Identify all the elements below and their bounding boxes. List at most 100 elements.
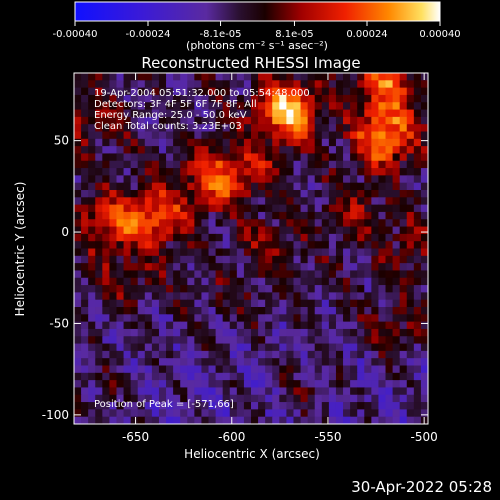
heatmap-cell	[307, 219, 316, 228]
heatmap-cell	[158, 80, 167, 89]
heatmap-cell	[378, 153, 387, 162]
heatmap-cell	[293, 336, 302, 345]
heatmap-cell	[208, 321, 217, 330]
heatmap-cell	[208, 190, 217, 198]
heatmap-cell	[144, 138, 153, 147]
heatmap-cell	[158, 307, 167, 315]
heatmap-cell	[357, 321, 365, 330]
heatmap-cell	[251, 211, 259, 220]
heatmap-cell	[314, 146, 323, 155]
heatmap-cell	[272, 190, 280, 198]
heatmap-cell	[350, 307, 358, 315]
heatmap-cell	[81, 365, 89, 374]
heatmap-cell	[378, 94, 387, 103]
heatmap-cell	[215, 387, 224, 396]
heatmap-cell	[180, 270, 188, 279]
heatmap-cell	[378, 277, 387, 286]
heatmap-cell	[371, 102, 380, 111]
heatmap-cell	[364, 153, 372, 162]
heatmap-cell	[88, 285, 96, 293]
heatmap-cell	[357, 394, 365, 403]
heatmap-cell	[286, 211, 295, 220]
heatmap-cell	[406, 358, 415, 367]
heatmap-cell	[88, 146, 96, 155]
heatmap-cell	[208, 197, 217, 206]
heatmap-cell	[392, 94, 401, 103]
heatmap-cell	[406, 233, 415, 242]
heatmap-cell	[236, 73, 245, 81]
heatmap-cell	[335, 94, 344, 103]
heatmap-cell	[300, 307, 309, 315]
heatmap-cell	[300, 182, 309, 191]
heatmap-cell	[173, 138, 181, 147]
heatmap-cell	[378, 380, 387, 389]
heatmap-cell	[215, 211, 224, 220]
heatmap-cell	[286, 190, 295, 198]
heatmap-cell	[123, 365, 132, 374]
heatmap-cell	[236, 299, 245, 308]
heatmap-cell	[187, 328, 195, 337]
heatmap-cell	[109, 146, 118, 155]
heatmap-cell	[343, 409, 351, 418]
heatmap-cell	[243, 292, 252, 301]
heatmap-cell	[201, 211, 210, 220]
heatmap-cell	[215, 328, 224, 337]
heatmap-cell	[173, 270, 181, 279]
heatmap-cell	[208, 160, 217, 169]
heatmap-cell	[151, 248, 160, 257]
heatmap-cell	[371, 292, 380, 301]
heatmap-cell	[265, 314, 273, 323]
heatmap-cell	[399, 336, 408, 345]
heatmap-cell	[350, 190, 358, 198]
heatmap-cell	[151, 204, 160, 213]
heatmap-cell	[265, 241, 273, 250]
heatmap-cell	[95, 285, 103, 293]
heatmap-cell	[406, 387, 415, 396]
heatmap-cell	[364, 94, 372, 103]
heatmap-cell	[300, 102, 309, 111]
heatmap-cell	[307, 387, 316, 396]
heatmap-cell	[307, 343, 316, 352]
heatmap-cell	[88, 80, 96, 89]
heatmap-cell	[109, 168, 118, 176]
heatmap-cell	[343, 160, 351, 169]
heatmap-cell	[307, 394, 316, 403]
heatmap-cell	[123, 307, 132, 315]
heatmap-cell	[350, 109, 358, 118]
heatmap-cell	[109, 387, 118, 396]
heatmap-cell	[300, 285, 309, 293]
heatmap-cell	[307, 182, 316, 191]
heatmap-cell	[95, 109, 103, 118]
heatmap-cell	[300, 211, 309, 220]
heatmap-cell	[151, 116, 160, 125]
heatmap-cell	[328, 131, 337, 140]
heatmap-cell	[293, 270, 302, 279]
heatmap-cell	[151, 416, 160, 424]
heatmap-cell	[243, 146, 252, 155]
heatmap-cell	[137, 372, 146, 381]
heatmap-cell	[251, 204, 259, 213]
heatmap-cell	[279, 343, 287, 352]
heatmap-cell	[173, 226, 181, 235]
heatmap-cell	[350, 255, 358, 264]
heatmap-cell	[187, 292, 195, 301]
heatmap-cell	[222, 182, 231, 191]
heatmap-cell	[392, 168, 401, 176]
heatmap-cell	[81, 343, 89, 352]
heatmap-cell	[328, 416, 337, 424]
heatmap-cell	[251, 409, 259, 418]
heatmap-cell	[95, 314, 103, 323]
heatmap-cell	[335, 336, 344, 345]
heatmap-cell	[272, 321, 280, 330]
heatmap-cell	[144, 307, 153, 315]
heatmap-cell	[144, 380, 153, 389]
heatmap-cell	[406, 402, 415, 410]
heatmap-cell	[335, 109, 344, 118]
heatmap-cell	[293, 153, 302, 162]
heatmap-cell	[236, 168, 245, 176]
heatmap-cell	[201, 292, 210, 301]
heatmap-cell	[328, 80, 337, 89]
heatmap-cell	[180, 328, 188, 337]
heatmap-cell	[130, 285, 139, 293]
